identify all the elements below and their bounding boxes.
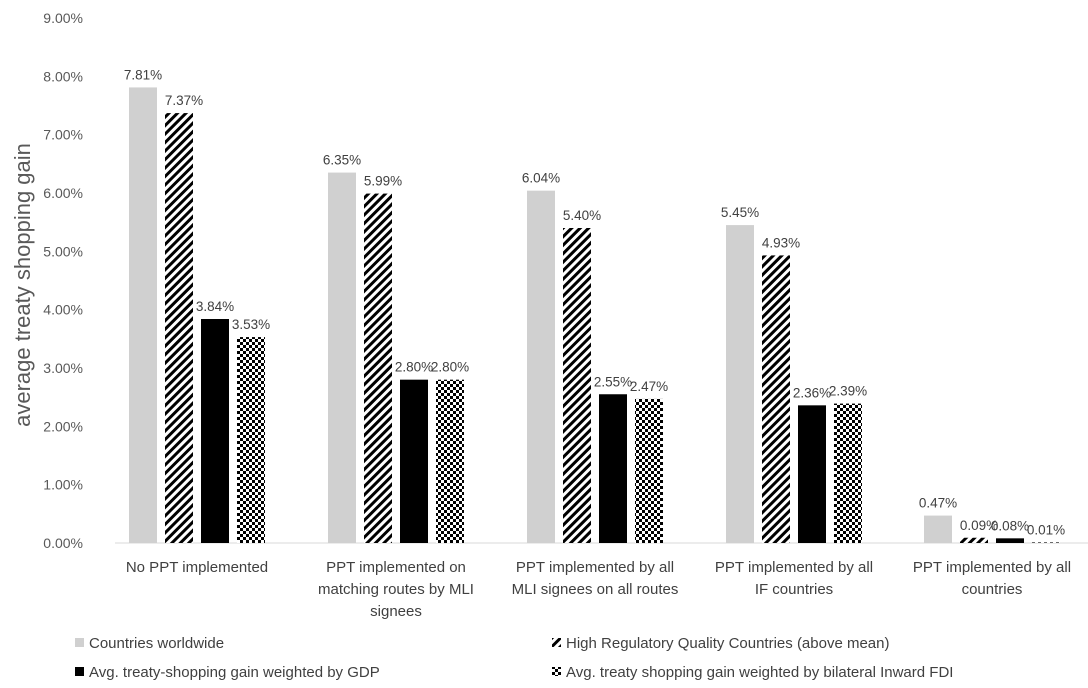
- legend-label: Avg. treaty shopping gain weighted by bi…: [566, 664, 953, 681]
- legend-swatch: [75, 638, 84, 647]
- legend-label: High Regulatory Quality Countries (above…: [566, 635, 890, 652]
- bar: [960, 537, 988, 543]
- category-label: PPT implemented by all: [516, 559, 674, 576]
- category-label: PPT implemented on: [326, 559, 466, 576]
- bar: [599, 394, 627, 543]
- data-label: 2.55%: [594, 374, 632, 389]
- bar: [924, 515, 952, 543]
- bar: [726, 225, 754, 544]
- bar: [996, 538, 1024, 543]
- data-label: 0.09%: [960, 518, 998, 533]
- bar: [762, 255, 790, 543]
- data-label: 4.93%: [762, 235, 800, 250]
- y-tick-label: 2.00%: [43, 418, 83, 434]
- category-label: PPT implemented by all: [913, 559, 1071, 576]
- data-label: 0.47%: [919, 496, 957, 511]
- category-label: No PPT implemented: [126, 559, 268, 576]
- bar: [834, 403, 862, 543]
- y-axis-label: average treaty shopping gain: [10, 143, 35, 427]
- legend-swatch: [75, 667, 84, 676]
- y-tick-label: 8.00%: [43, 68, 83, 84]
- y-tick-label: 0.00%: [43, 535, 83, 551]
- axis-layer: 0.00% 1.00% 2.00% 3.00% 4.00% 5.00% 6.00% 7.00%…: [43, 10, 1088, 551]
- data-label: 6.04%: [522, 171, 560, 186]
- bar: [798, 405, 826, 543]
- y-tick-label: 5.00%: [43, 243, 83, 259]
- legend-item: High Regulatory Quality Countries (above…: [552, 635, 890, 652]
- bar: [635, 398, 663, 543]
- y-tick-label: 6.00%: [43, 185, 83, 201]
- bar: [201, 319, 229, 543]
- bar: [527, 190, 555, 543]
- bar: [563, 228, 591, 543]
- data-label: 3.53%: [232, 317, 270, 332]
- legend-item: Countries worldwide: [75, 635, 224, 652]
- legend-swatch: [552, 638, 561, 647]
- category-label: IF countries: [755, 581, 833, 598]
- y-tick-label: 9.00%: [43, 10, 83, 26]
- category-label: matching routes by MLI: [318, 581, 474, 598]
- data-label: 0.08%: [991, 518, 1029, 533]
- bar: [400, 379, 428, 543]
- legend-item: Avg. treaty-shopping gain weighted by GD…: [75, 664, 380, 681]
- legend: Countries worldwide High Regulatory Quali…: [75, 635, 953, 681]
- bar: [165, 113, 193, 543]
- data-label: 7.81%: [124, 67, 162, 82]
- data-label: 5.40%: [563, 208, 601, 223]
- legend-item: Avg. treaty shopping gain weighted by bi…: [552, 664, 953, 681]
- category-label: countries: [962, 581, 1023, 598]
- data-label: 5.45%: [721, 205, 759, 220]
- category-labels-layer: No PPT implemented PPT implemented on matc…: [126, 559, 1071, 620]
- bars-layer: [129, 87, 1060, 544]
- data-labels-layer: 7.81% 6.35% 6.04% 5.45% 0.47% 7.37% 5.99% 5.40%…: [124, 67, 1065, 537]
- legend-label: Countries worldwide: [89, 635, 224, 652]
- y-tick-label: 4.00%: [43, 302, 83, 318]
- category-label: signees: [370, 603, 422, 620]
- data-label: 5.99%: [364, 174, 402, 189]
- legend-label: Avg. treaty-shopping gain weighted by GD…: [89, 664, 380, 681]
- y-tick-label: 7.00%: [43, 127, 83, 143]
- bar: [364, 193, 392, 544]
- data-label: 2.47%: [630, 379, 668, 394]
- category-label: MLI signees on all routes: [512, 581, 679, 598]
- bar: [328, 172, 356, 544]
- data-label: 2.39%: [829, 384, 867, 399]
- data-label: 7.37%: [165, 93, 203, 108]
- data-label: 2.36%: [793, 385, 831, 400]
- data-label: 2.80%: [431, 360, 469, 375]
- bar: [237, 337, 265, 543]
- bar: [1032, 542, 1060, 544]
- legend-swatch: [552, 667, 561, 676]
- y-tick-label: 3.00%: [43, 360, 83, 376]
- data-label: 0.01%: [1027, 522, 1065, 537]
- data-label: 2.80%: [395, 360, 433, 375]
- data-label: 3.84%: [196, 299, 234, 314]
- bar: [436, 379, 464, 543]
- category-label: PPT implemented by all: [715, 559, 873, 576]
- data-label: 6.35%: [323, 153, 361, 168]
- bar: [129, 87, 157, 544]
- y-tick-label: 1.00%: [43, 477, 83, 493]
